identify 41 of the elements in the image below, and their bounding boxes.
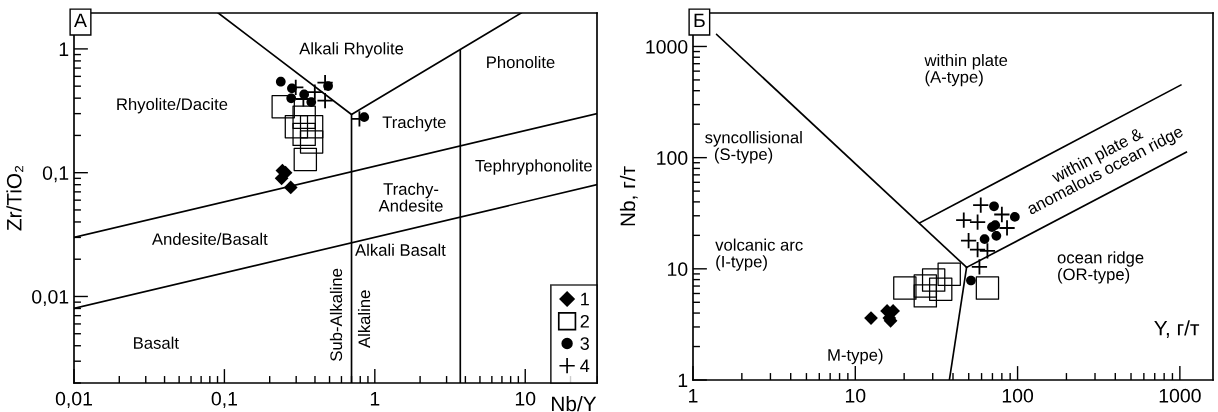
legend-label: 3	[580, 337, 589, 350]
annotation: Andesite/Basalt	[151, 232, 268, 246]
annotation: within plate (A-type)	[924, 53, 1008, 87]
annotation: ocean ridge (OR-type)	[1057, 251, 1144, 284]
x-axis-title: Y, г/т	[1154, 320, 1200, 338]
x-tick-label: 1000	[1159, 388, 1201, 403]
legend-label: 2	[580, 314, 589, 328]
y-tick-label: 100	[657, 151, 688, 165]
annotation: Rhyolite/Dacite	[117, 97, 228, 114]
y-tick-label: 0,1	[42, 166, 69, 183]
annotation: Phonolite	[487, 55, 555, 69]
y-tick-label: 1	[678, 373, 688, 388]
x-tick-label: 10	[515, 391, 536, 406]
x-tick-label: 10	[845, 388, 866, 403]
annotation: Alkali Rhyolite	[299, 42, 404, 58]
annotation: Б	[694, 13, 705, 28]
y-axis-title: Nb, г/т	[619, 166, 638, 226]
y-tick-label: 10	[668, 262, 688, 277]
legend-label: 1	[581, 292, 589, 306]
x-tick-label: 100	[1002, 388, 1034, 403]
y-axis-title: Zr/TiO₂	[6, 165, 24, 231]
annotation: volcanic arc (I-type)	[715, 238, 803, 271]
annotation: Trachyte	[382, 115, 446, 132]
x-axis-title: Nb/Y	[552, 395, 597, 412]
annotation: M-type)	[828, 348, 883, 365]
annotation: Basalt	[134, 336, 179, 349]
annotation: А	[74, 13, 87, 28]
annotation: Alkali Basalt	[355, 243, 446, 256]
x-tick-label: 0,1	[211, 391, 237, 408]
y-tick-label: 0,01	[32, 289, 69, 307]
y-tick-label: 1000	[646, 39, 688, 54]
x-tick-label: 1	[689, 389, 698, 403]
x-tick-label: 1	[370, 392, 380, 406]
y-tick-label: 1	[59, 42, 69, 56]
annotation: Tephryphonolite	[475, 159, 592, 175]
legend-label: 4	[580, 359, 590, 373]
annotation: syncollisional (S-type)	[705, 131, 802, 164]
annotation: Sub-Alkaline	[329, 268, 343, 361]
annotation: Trachy- Andesite	[378, 182, 443, 212]
annotation: Alkaline	[357, 290, 371, 348]
x-tick-label: 0,01	[55, 391, 92, 408]
